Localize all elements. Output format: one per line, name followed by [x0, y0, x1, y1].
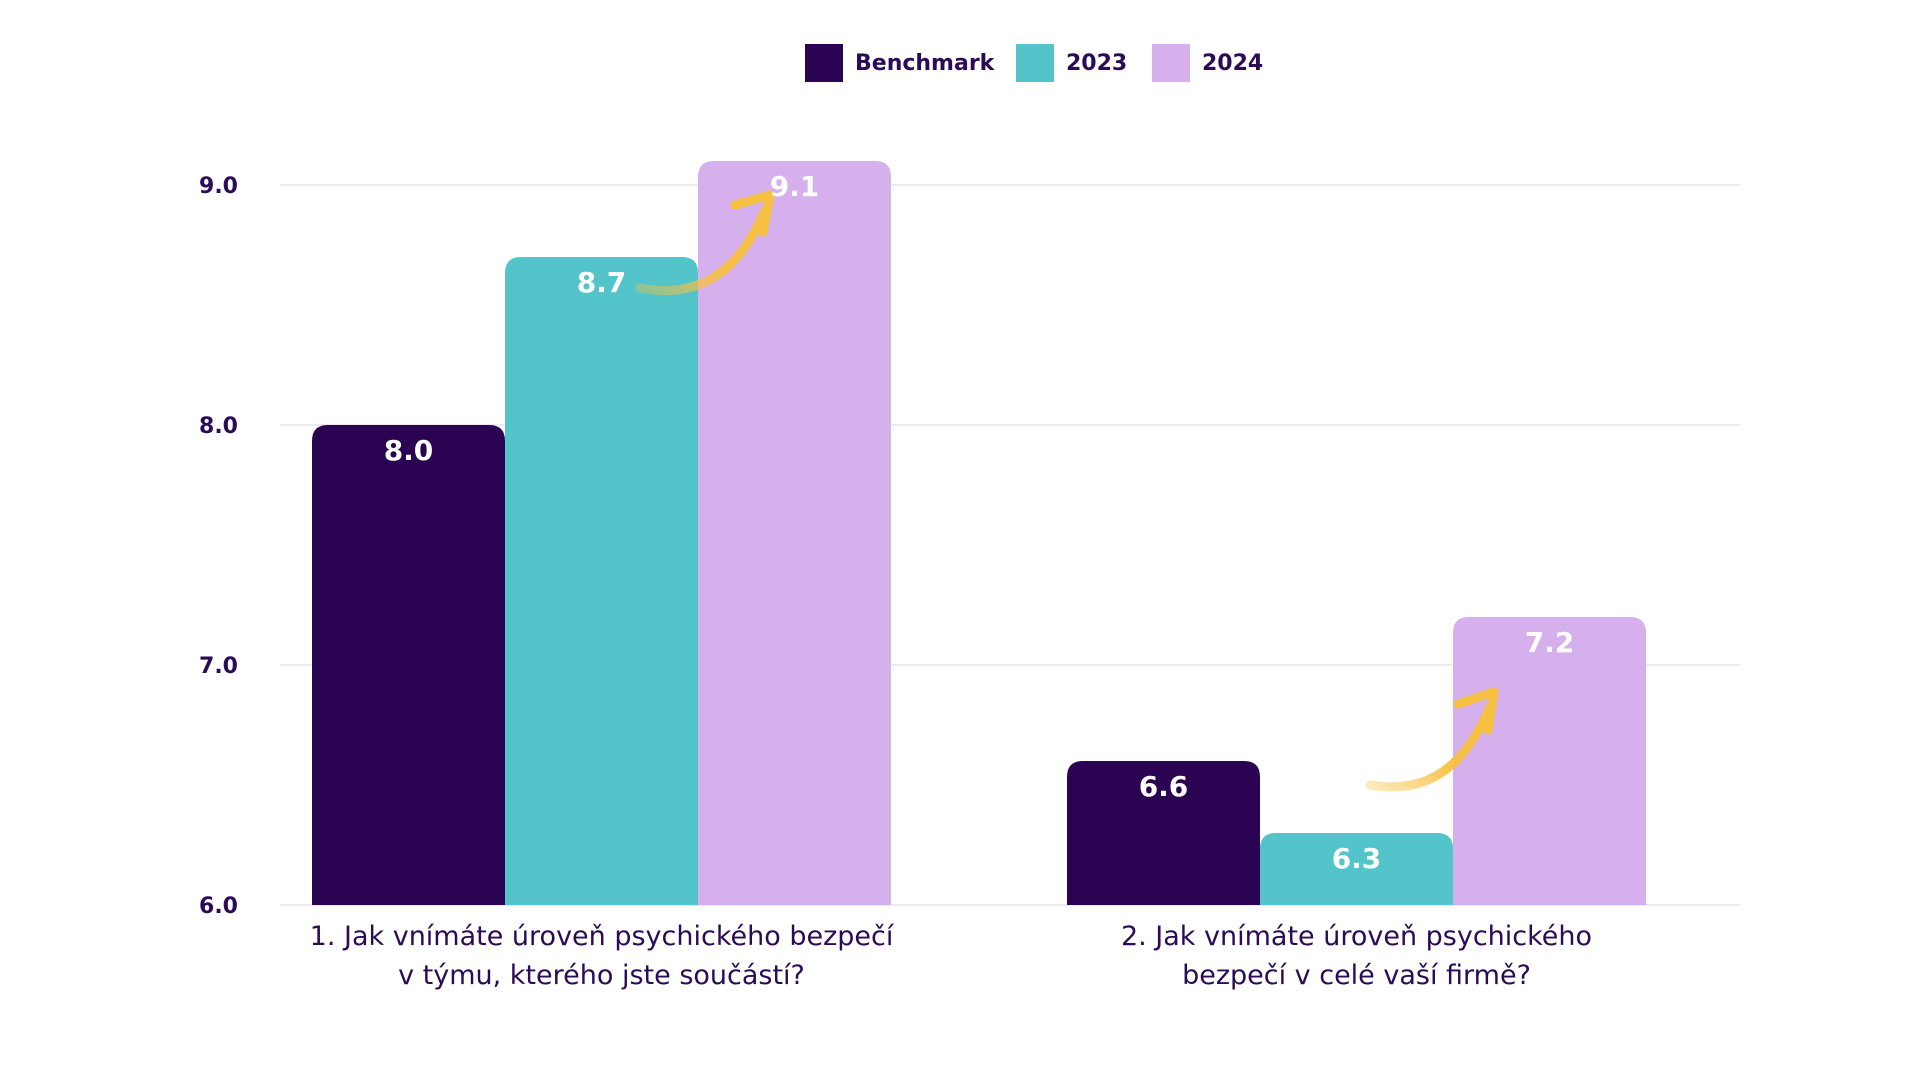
- increase-arrow: [635, 205, 770, 296]
- y-tick-label: 7.0: [199, 654, 238, 679]
- increase-arrow: [1365, 702, 1495, 792]
- category-label: 1. Jak vnímáte úroveň psychického bezpeč…: [310, 921, 895, 952]
- value-labels: 8.0 8.7 9.1 6.6 6.3 7.2: [384, 170, 1575, 875]
- bars: [312, 161, 1646, 905]
- legend-label-2024: 2024: [1202, 51, 1263, 76]
- annotations: [635, 190, 1499, 792]
- legend-label-2023: 2023: [1066, 51, 1127, 76]
- bar-2024-1: [698, 161, 891, 905]
- increase-arrow-head: [730, 190, 775, 237]
- data-label: 6.6: [1139, 770, 1189, 803]
- bar-2023-2: [1260, 833, 1453, 905]
- y-tick-label: 6.0: [199, 894, 238, 919]
- y-tick-label: 9.0: [199, 174, 238, 199]
- data-label: 8.0: [384, 434, 434, 467]
- category-label: 2. Jak vnímáte úroveň psychického: [1121, 921, 1592, 952]
- bar-benchmark-1: [312, 425, 505, 905]
- data-label: 6.3: [1332, 842, 1382, 875]
- legend-swatch-benchmark: [805, 44, 843, 82]
- bar-benchmark-2: [1067, 761, 1260, 905]
- y-axis: 9.0 8.0 7.0 6.0: [199, 174, 238, 919]
- legend-swatch-2024: [1152, 44, 1190, 82]
- x-axis: 1. Jak vnímáte úroveň psychického bezpeč…: [310, 921, 1592, 991]
- data-label: 9.1: [770, 170, 820, 203]
- increase-arrow-head: [1453, 687, 1499, 735]
- data-label: 8.7: [577, 266, 627, 299]
- legend-label-benchmark: Benchmark: [855, 51, 996, 76]
- category-label: bezpečí v celé vaší firmě?: [1182, 960, 1531, 991]
- legend: Benchmark 2023 2024: [805, 44, 1263, 82]
- data-label: 7.2: [1525, 626, 1575, 659]
- bar-2023-1: [505, 257, 698, 905]
- legend-swatch-2023: [1016, 44, 1054, 82]
- bar-2024-2: [1453, 617, 1646, 905]
- category-label: v týmu, kterého jste součástí?: [398, 960, 805, 991]
- y-tick-label: 8.0: [199, 414, 238, 439]
